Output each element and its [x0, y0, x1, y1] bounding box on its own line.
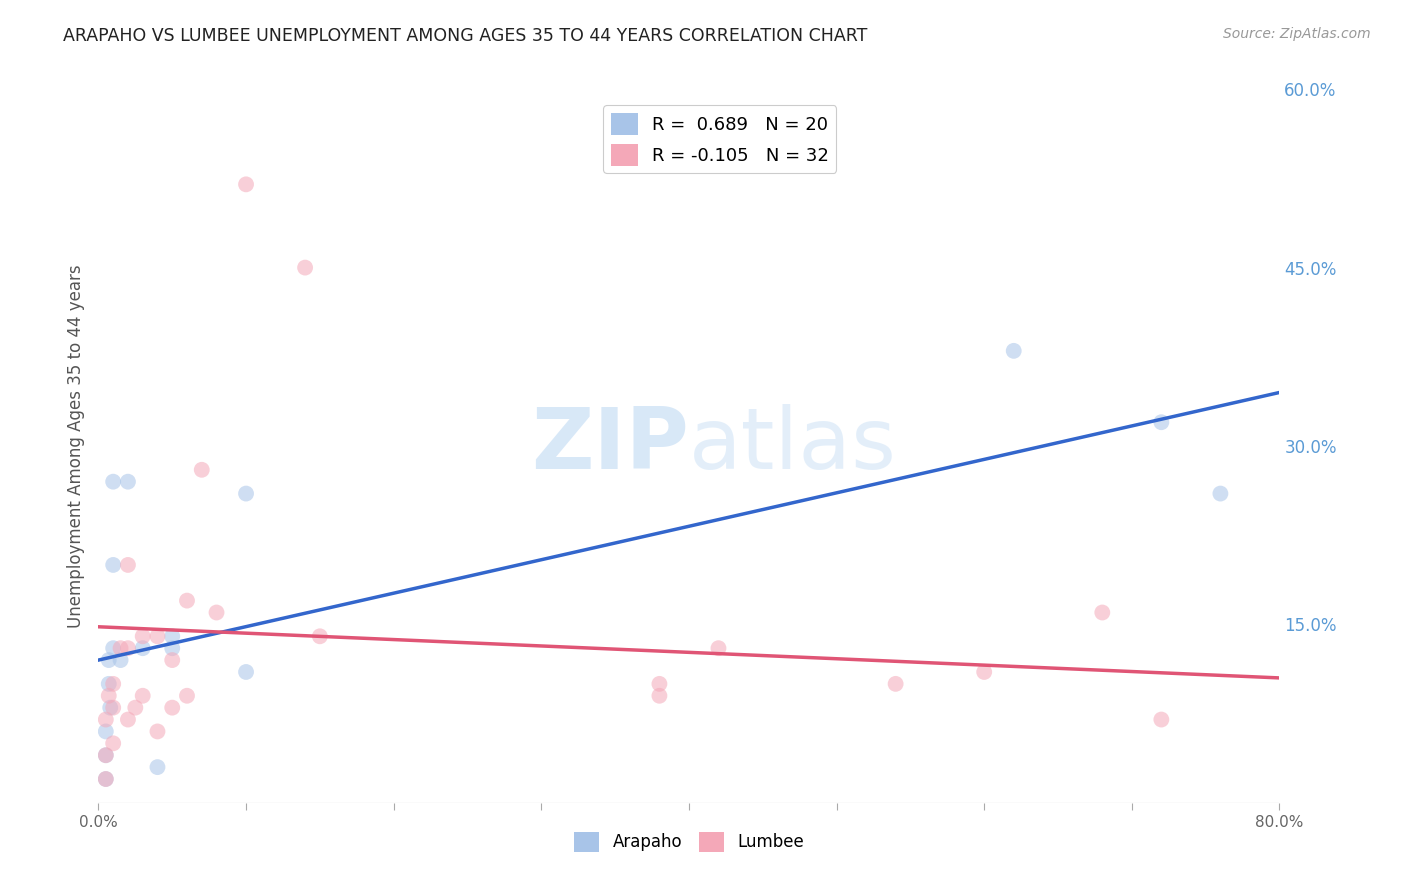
Point: [235, 486, 257, 500]
Point: [1091, 606, 1114, 620]
Point: [94, 748, 117, 763]
Legend: Arapaho, Lumbee: Arapaho, Lumbee: [568, 825, 810, 859]
Point: [648, 677, 671, 691]
Y-axis label: Unemployment Among Ages 35 to 44 years: Unemployment Among Ages 35 to 44 years: [66, 264, 84, 628]
Point: [162, 641, 183, 656]
Point: [162, 653, 183, 667]
Point: [1209, 486, 1232, 500]
Text: Source: ZipAtlas.com: Source: ZipAtlas.com: [1223, 27, 1371, 41]
Point: [117, 713, 139, 727]
Point: [94, 713, 117, 727]
Point: [707, 641, 730, 656]
Point: [309, 629, 332, 643]
Point: [94, 748, 117, 763]
Point: [117, 475, 139, 489]
Point: [132, 641, 155, 656]
Point: [110, 653, 132, 667]
Point: [117, 641, 139, 656]
Point: [97, 677, 120, 691]
Point: [235, 665, 257, 679]
Point: [117, 558, 139, 572]
Point: [162, 629, 183, 643]
Point: [648, 689, 671, 703]
Point: [94, 724, 117, 739]
Point: [97, 689, 120, 703]
Point: [1002, 343, 1025, 358]
Point: [98, 700, 121, 714]
Text: ARAPAHO VS LUMBEE UNEMPLOYMENT AMONG AGES 35 TO 44 YEARS CORRELATION CHART: ARAPAHO VS LUMBEE UNEMPLOYMENT AMONG AGE…: [63, 27, 868, 45]
Point: [124, 700, 146, 714]
Point: [110, 641, 132, 656]
Point: [146, 724, 169, 739]
Point: [1150, 713, 1173, 727]
Point: [103, 558, 125, 572]
Point: [146, 629, 169, 643]
Point: [1150, 415, 1173, 429]
Point: [103, 700, 125, 714]
Text: ZIP: ZIP: [531, 404, 689, 488]
Point: [132, 629, 155, 643]
Point: [132, 689, 155, 703]
Point: [162, 700, 183, 714]
Point: [103, 475, 125, 489]
Point: [884, 677, 907, 691]
Point: [103, 736, 125, 750]
Point: [97, 653, 120, 667]
Point: [176, 689, 198, 703]
Point: [191, 463, 214, 477]
Point: [294, 260, 316, 275]
Point: [235, 178, 257, 192]
Point: [205, 606, 228, 620]
Point: [103, 641, 125, 656]
Point: [103, 677, 125, 691]
Point: [146, 760, 169, 774]
Point: [973, 665, 995, 679]
Point: [176, 593, 198, 607]
Point: [94, 772, 117, 786]
Text: atlas: atlas: [689, 404, 897, 488]
Point: [94, 772, 117, 786]
